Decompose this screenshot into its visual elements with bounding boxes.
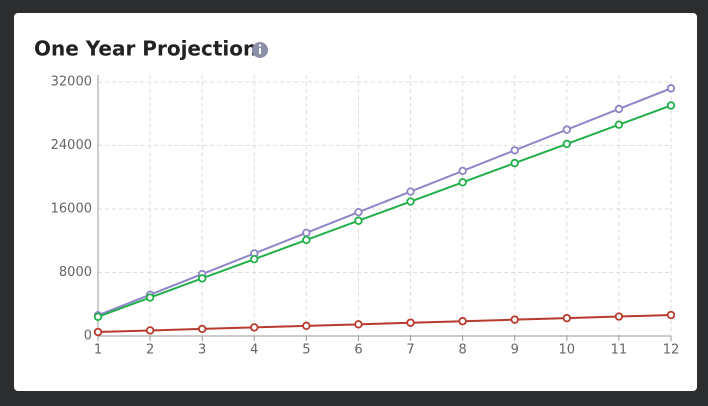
y-tick-label: 16000 (51, 202, 92, 217)
point (406, 197, 415, 206)
point (145, 293, 155, 302)
point (562, 139, 572, 149)
point (562, 313, 572, 323)
point (197, 324, 207, 334)
series-line (97, 314, 672, 334)
x-tick-label: 8 (458, 343, 466, 358)
x-tick-label: 11 (611, 343, 628, 358)
x-tick-label: 2 (146, 343, 154, 358)
y-tick-label: 8000 (59, 265, 92, 280)
point (354, 320, 363, 329)
point (302, 321, 311, 331)
point (354, 216, 363, 225)
point (354, 207, 363, 217)
x-tick-label: 10 (559, 343, 576, 358)
series-line (97, 87, 672, 317)
point (458, 166, 467, 176)
point (406, 318, 415, 327)
point (666, 101, 676, 110)
point (93, 327, 103, 337)
point (562, 125, 572, 134)
point (197, 274, 207, 283)
point (145, 326, 155, 335)
point (458, 178, 467, 187)
point (250, 323, 259, 332)
point (666, 84, 676, 93)
y-tick-label: 0 (84, 329, 92, 344)
point (510, 158, 519, 168)
point (302, 235, 311, 245)
point (250, 254, 259, 264)
x-tick-label: 7 (406, 343, 414, 358)
point (406, 187, 415, 196)
card (14, 13, 697, 391)
point (458, 317, 467, 326)
point (302, 228, 311, 238)
point (93, 312, 103, 321)
x-tick-label: 12 (663, 343, 680, 358)
chart-title: One Year Projection (34, 37, 257, 61)
point (510, 315, 519, 324)
x-tick-label: 9 (511, 343, 519, 358)
point (666, 310, 676, 320)
point (510, 146, 519, 155)
y-tick-label: 32000 (51, 75, 92, 90)
y-tick-label: 24000 (51, 138, 92, 153)
x-tick-label: 6 (354, 343, 362, 358)
point (614, 120, 624, 129)
info-icon[interactable] (252, 42, 268, 58)
series-line (97, 104, 672, 318)
point (614, 104, 624, 114)
x-tick-label: 5 (302, 343, 310, 358)
point (614, 312, 624, 321)
x-tick-label: 3 (198, 343, 206, 358)
x-tick-label: 1 (94, 343, 102, 358)
x-tick-label: 4 (250, 343, 258, 358)
